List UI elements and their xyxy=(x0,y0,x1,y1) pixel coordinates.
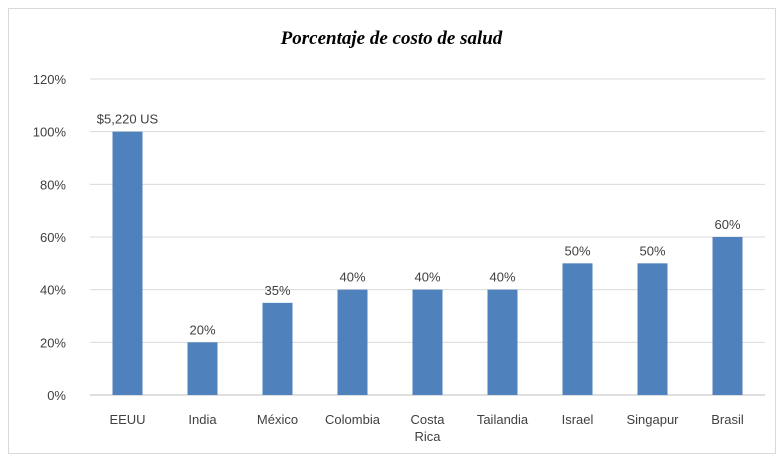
bar xyxy=(112,131,143,395)
x-tick-label: Colombia xyxy=(325,412,381,427)
y-tick-label: 0% xyxy=(47,388,66,403)
x-tick-label: India xyxy=(188,412,217,427)
data-label: 60% xyxy=(714,217,740,232)
x-tick-label: Costa xyxy=(411,412,446,427)
bar xyxy=(637,263,668,395)
chart-title: Porcentaje de costo de salud xyxy=(280,28,503,49)
y-tick-label: 60% xyxy=(40,230,66,245)
x-tick-label: Rica xyxy=(414,429,441,444)
data-label: 50% xyxy=(639,243,665,258)
bars xyxy=(112,131,743,395)
data-label: 40% xyxy=(339,270,365,285)
bar xyxy=(412,289,443,395)
data-label: 50% xyxy=(564,243,590,258)
bar xyxy=(337,289,368,395)
x-tick-label: Israel xyxy=(562,412,594,427)
x-tick-label: Tailandia xyxy=(477,412,529,427)
data-label: 40% xyxy=(489,270,515,285)
x-tick-label: Brasil xyxy=(711,412,744,427)
bar xyxy=(262,302,293,395)
bar xyxy=(487,289,518,395)
x-tick-label: México xyxy=(257,412,298,427)
data-label: $5,220 US xyxy=(97,112,159,127)
bar xyxy=(187,342,218,395)
data-label: 35% xyxy=(264,283,290,298)
data-label: 20% xyxy=(189,322,215,337)
x-tick-label: Singapur xyxy=(626,412,679,427)
y-tick-label: 20% xyxy=(40,335,66,350)
bar xyxy=(562,263,593,395)
x-tick-label: EEUU xyxy=(109,412,145,427)
y-tick-label: 120% xyxy=(33,72,67,87)
y-tick-label: 80% xyxy=(40,177,66,192)
bar xyxy=(712,237,743,395)
labels: 0% 20% 40% 60% 80% 100% 120% $5,220 US EEUU 20% In… xyxy=(33,72,744,444)
y-tick-label: 40% xyxy=(40,283,66,298)
y-tick-label: 100% xyxy=(33,125,67,140)
data-label: 40% xyxy=(414,270,440,285)
